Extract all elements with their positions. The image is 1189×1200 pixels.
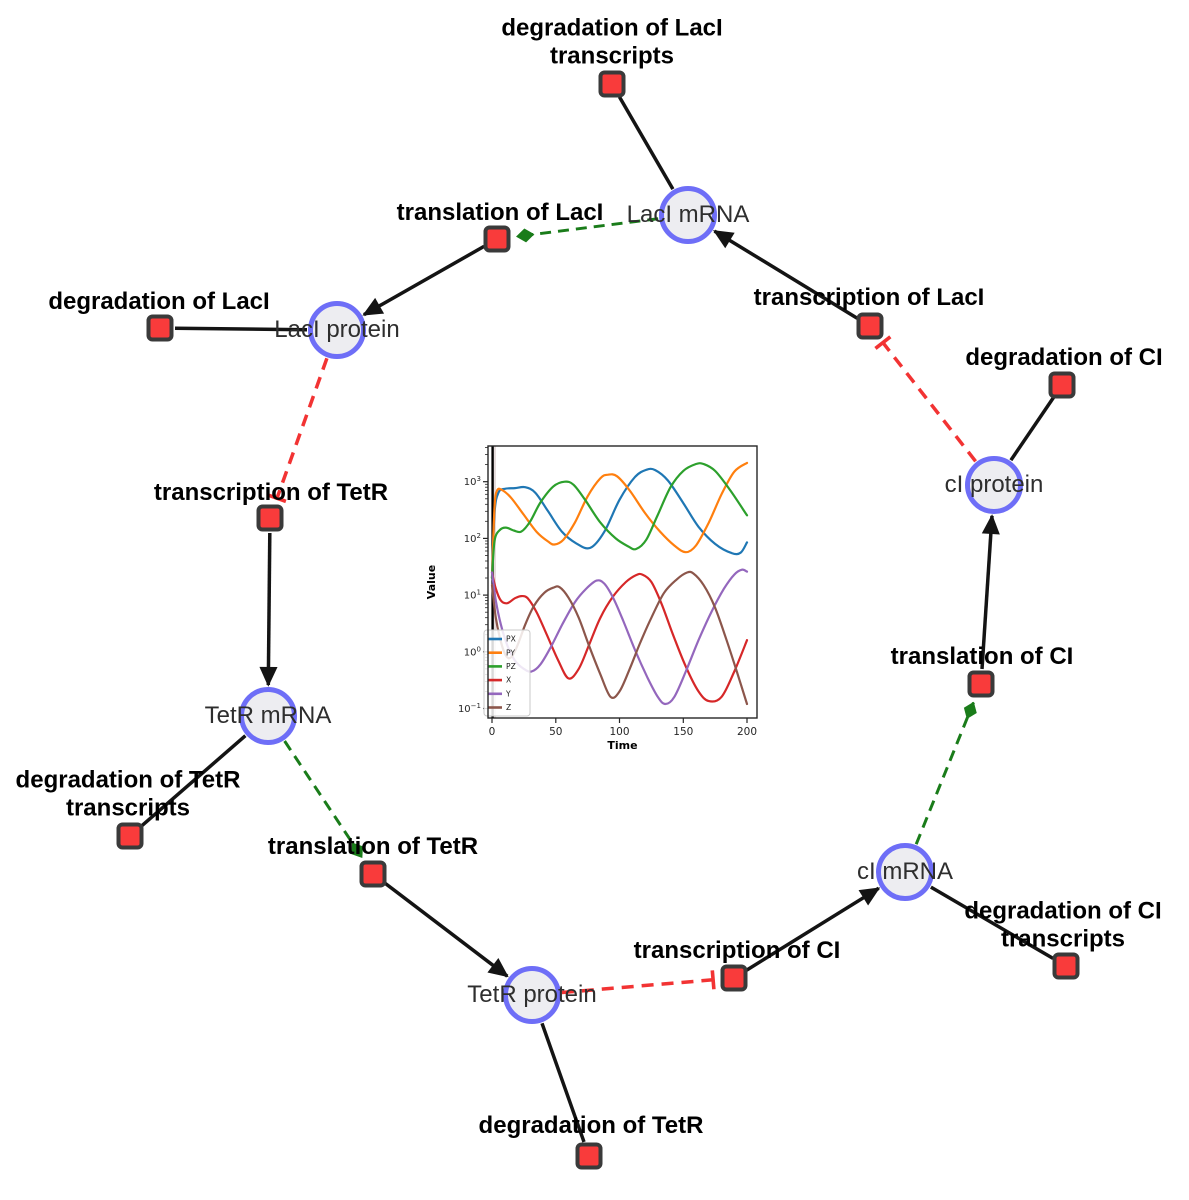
reaction-node-translation_tetr <box>359 860 387 888</box>
reaction-label-deg_ci_tx: degradation of CI transcripts <box>964 897 1162 952</box>
edge-ci_mrna-deg_ci_tx <box>930 885 1054 960</box>
reaction-node-translation_laci <box>483 225 511 253</box>
species-node-tetr_protein <box>503 966 561 1024</box>
edge-laci_mrna-deg_laci_tx <box>617 96 675 190</box>
reaction-label-translation_laci: translation of LacI <box>396 199 604 227</box>
species-label-ci_protein: cI protein <box>944 470 1044 498</box>
x-tick-label: 50 <box>549 726 562 738</box>
edge-tetr_mrna-deg_tetr_tx <box>140 734 247 828</box>
species-label-tetr_protein: TetR protein <box>467 980 597 1008</box>
legend-label-Z: Z <box>506 703 511 712</box>
edge-laci_protein-tx_tetr <box>267 357 329 504</box>
species-label-laci_mrna: LacI mRNA <box>626 200 750 228</box>
reaction-label-deg_tetr_tx: degradation of TetR transcripts <box>15 766 241 821</box>
edge-translation_tetr-tetr_protein <box>383 881 509 978</box>
reaction-node-deg_ci_tx <box>1052 952 1080 980</box>
edge-tx_laci-laci_mrna <box>712 229 859 320</box>
edge-ci_protein-deg_ci <box>1009 396 1056 462</box>
edge-laci_protein-deg_laci <box>174 326 308 332</box>
x-tick-label: 100 <box>609 726 629 738</box>
x-tick-label: 0 <box>489 726 496 738</box>
reaction-node-tx_tetr <box>256 504 284 532</box>
chart-legend: PX PY PZ XYZ <box>483 629 531 717</box>
edge-tetr_mrna-translation_tetr <box>283 740 364 859</box>
edge-tx_tetr-tetr_mrna <box>259 532 278 687</box>
reaction-node-tx_ci <box>720 964 748 992</box>
species-node-laci_protein <box>308 301 366 359</box>
plot-frame <box>487 445 758 719</box>
reaction-label-deg_laci_tx: degradation of LacI transcripts <box>501 14 723 69</box>
reaction-node-deg_laci <box>146 314 174 342</box>
reaction-node-deg_ci <box>1048 371 1076 399</box>
reaction-node-deg_tetr_tx <box>116 822 144 850</box>
edge-tx_ci-ci_mrna <box>745 886 881 972</box>
species-node-laci_mrna <box>659 186 717 244</box>
reaction-label-translation_tetr: translation of TetR <box>267 833 479 861</box>
reaction-node-deg_tetr <box>575 1142 603 1170</box>
edge-laci_mrna-translation_laci <box>516 217 659 243</box>
series-PZ <box>490 462 749 580</box>
edge-tetr_protein-tx_ci <box>561 970 716 995</box>
species-node-ci_protein <box>965 456 1023 514</box>
reaction-label-deg_ci: degradation of CI <box>965 344 1163 372</box>
edge-translation_laci-laci_protein <box>362 244 485 317</box>
species-node-ci_mrna <box>876 843 934 901</box>
reaction-node-deg_laci_tx <box>598 70 626 98</box>
y-axis-label: Value <box>425 565 438 599</box>
edge-ci_protein-tx_laci <box>874 335 977 463</box>
x-axis-label: Time <box>607 739 637 752</box>
reaction-label-tx_ci: transcription of CI <box>633 937 841 965</box>
reaction-label-tx_tetr: transcription of TetR <box>153 479 389 507</box>
edge-translation_ci-ci_protein <box>980 514 1000 670</box>
species-label-laci_protein: LacI protein <box>274 315 400 343</box>
reaction-label-translation_ci: translation of CI <box>890 643 1074 671</box>
reaction-label-deg_laci: degradation of LacI <box>48 288 270 316</box>
legend-label-PZ: PZ <box>506 662 516 671</box>
edge-ci_mrna-translation_ci <box>914 701 977 845</box>
reaction-node-tx_laci <box>856 312 884 340</box>
species-label-ci_mrna: cI mRNA <box>857 857 953 885</box>
reaction-label-tx_laci: transcription of LacI <box>753 284 985 312</box>
edge-tetr_protein-deg_tetr <box>540 1022 586 1143</box>
legend-label-PX: PX <box>506 635 516 644</box>
species-node-tetr_mrna <box>239 687 297 745</box>
x-tick-label: 200 <box>737 726 757 738</box>
legend-label-X: X <box>506 676 511 685</box>
x-tick-label: 150 <box>673 726 693 738</box>
legend-label-Y: Y <box>505 689 511 698</box>
reaction-label-deg_tetr: degradation of TetR <box>478 1112 704 1140</box>
legend-label-PY: PY <box>506 648 515 657</box>
species-label-tetr_mrna: TetR mRNA <box>204 701 332 729</box>
series-PY <box>490 461 749 580</box>
reaction-node-translation_ci <box>967 670 995 698</box>
series-X <box>490 571 749 703</box>
